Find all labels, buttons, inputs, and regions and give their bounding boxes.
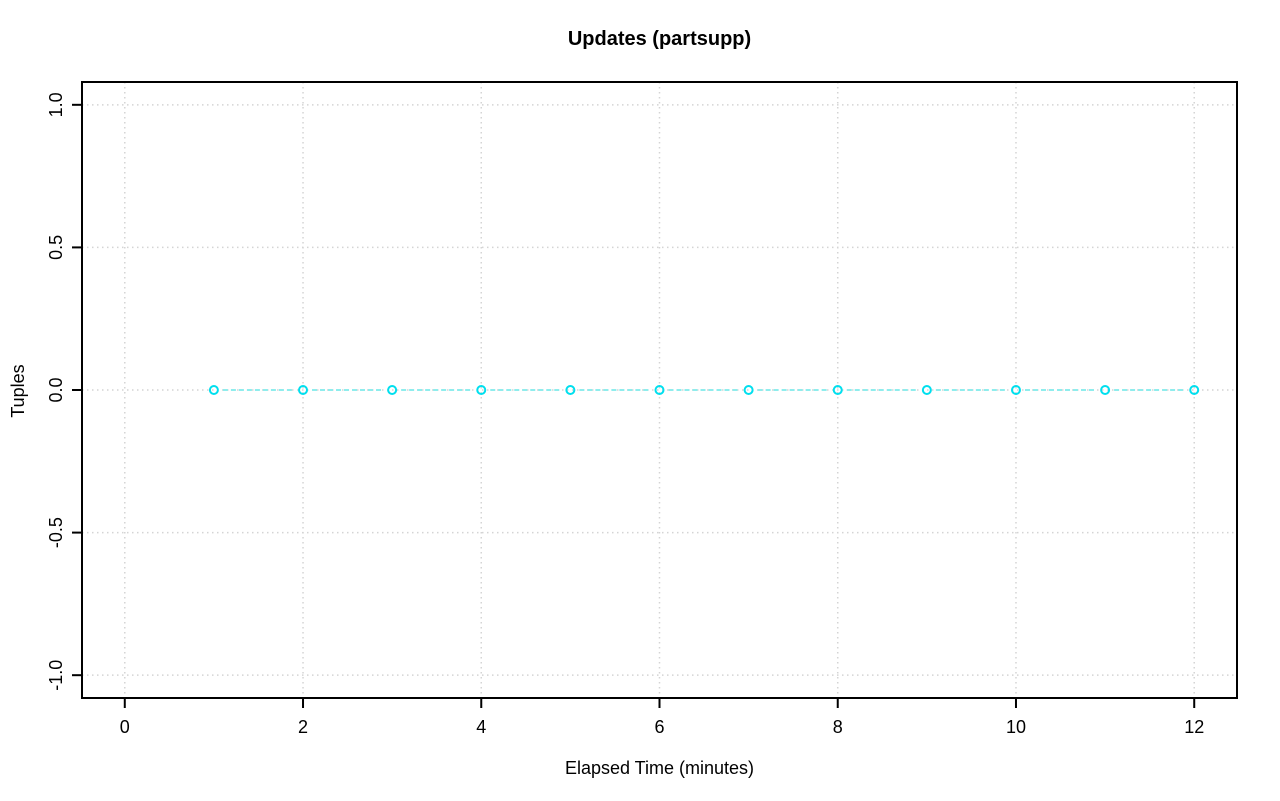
x-tick-label: 0 (120, 717, 130, 737)
data-point (565, 385, 576, 395)
data-point (387, 385, 398, 395)
data-point (1100, 385, 1111, 395)
x-tick-label: 12 (1184, 717, 1204, 737)
data-point (654, 385, 665, 395)
x-tick-label: 10 (1006, 717, 1026, 737)
y-tick-label: 1.0 (46, 92, 66, 117)
plot-border (81, 81, 1238, 699)
y-tick-label: -1.0 (46, 660, 66, 691)
y-tick-label: -0.5 (46, 517, 66, 548)
data-point (743, 385, 754, 395)
x-axis-label: Elapsed Time (minutes) (564, 758, 755, 778)
data-point (298, 385, 309, 395)
x-tick-label: 4 (476, 717, 486, 737)
data-point (1010, 385, 1021, 395)
x-tick-label: 6 (654, 717, 664, 737)
data-point (208, 385, 219, 395)
chart-title: Updates (partsupp) (567, 28, 752, 50)
data-point (476, 385, 487, 395)
data-point (921, 385, 932, 395)
x-tick-label: 8 (833, 717, 843, 737)
y-tick-label: 0.5 (46, 235, 66, 260)
y-axis-label: Tuples (8, 364, 28, 418)
data-point (832, 385, 843, 395)
x-tick-label: 2 (298, 717, 308, 737)
y-tick-label: 0.0 (46, 377, 66, 402)
data-point (1189, 385, 1200, 395)
